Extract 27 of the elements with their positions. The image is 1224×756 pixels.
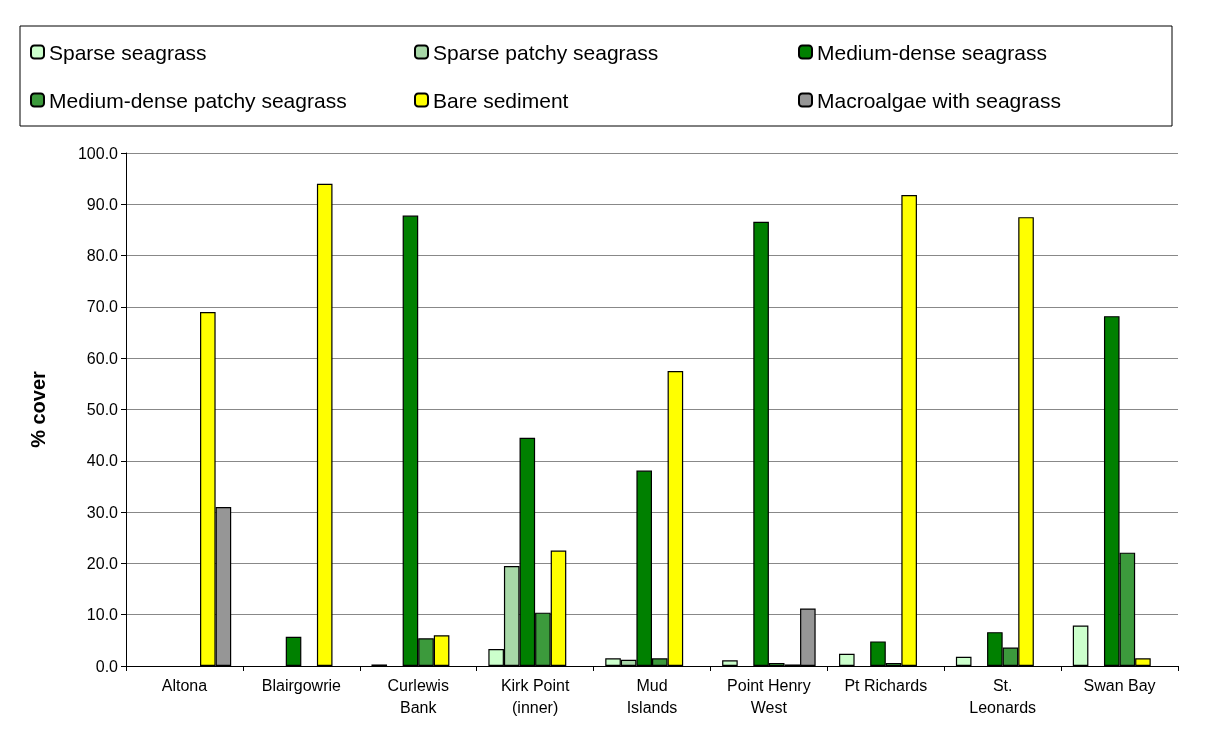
y-tick-label: 100.0: [77, 144, 119, 162]
x-tick-label: St. Leonards: [969, 676, 1037, 716]
x-tick-label: Altona: [161, 676, 208, 694]
y-tick-label: 80.0: [86, 247, 119, 265]
x-tick-label: Swan Bay: [1083, 676, 1156, 694]
x-tick-label: Pt Richards: [844, 676, 928, 694]
x-tick-label: Blairgowrie: [261, 676, 342, 694]
legend-label: Medium-dense seagrass: [817, 40, 1047, 64]
x-tick-label: Mud Islands: [626, 676, 678, 716]
y-tick-label: 60.0: [86, 349, 119, 367]
y-tick-label: 90.0: [86, 195, 119, 213]
legend-label: Sparse patchy seagrass: [433, 40, 659, 64]
x-tick-label: Point Henry West: [727, 676, 811, 716]
x-tick-label: Kirk Point (inner): [500, 676, 570, 716]
legend-label: Macroalgae with seagrass: [817, 88, 1061, 112]
y-tick-label: 10.0: [86, 606, 119, 624]
legend-label: Bare sediment: [433, 88, 569, 112]
y-tick-label: 0.0: [95, 657, 119, 675]
x-tick-label: Curlewis Bank: [387, 676, 449, 716]
legend-label: Sparse seagrass: [49, 40, 207, 64]
y-tick-label: 70.0: [86, 298, 119, 316]
y-axis-title: % cover: [27, 370, 49, 448]
legend-label: Medium-dense patchy seagrass: [49, 88, 347, 112]
y-tick-label: 20.0: [86, 554, 119, 572]
y-tick-label: 40.0: [86, 452, 119, 470]
y-tick-label: 30.0: [86, 503, 119, 521]
y-tick-label: 50.0: [86, 401, 119, 418]
